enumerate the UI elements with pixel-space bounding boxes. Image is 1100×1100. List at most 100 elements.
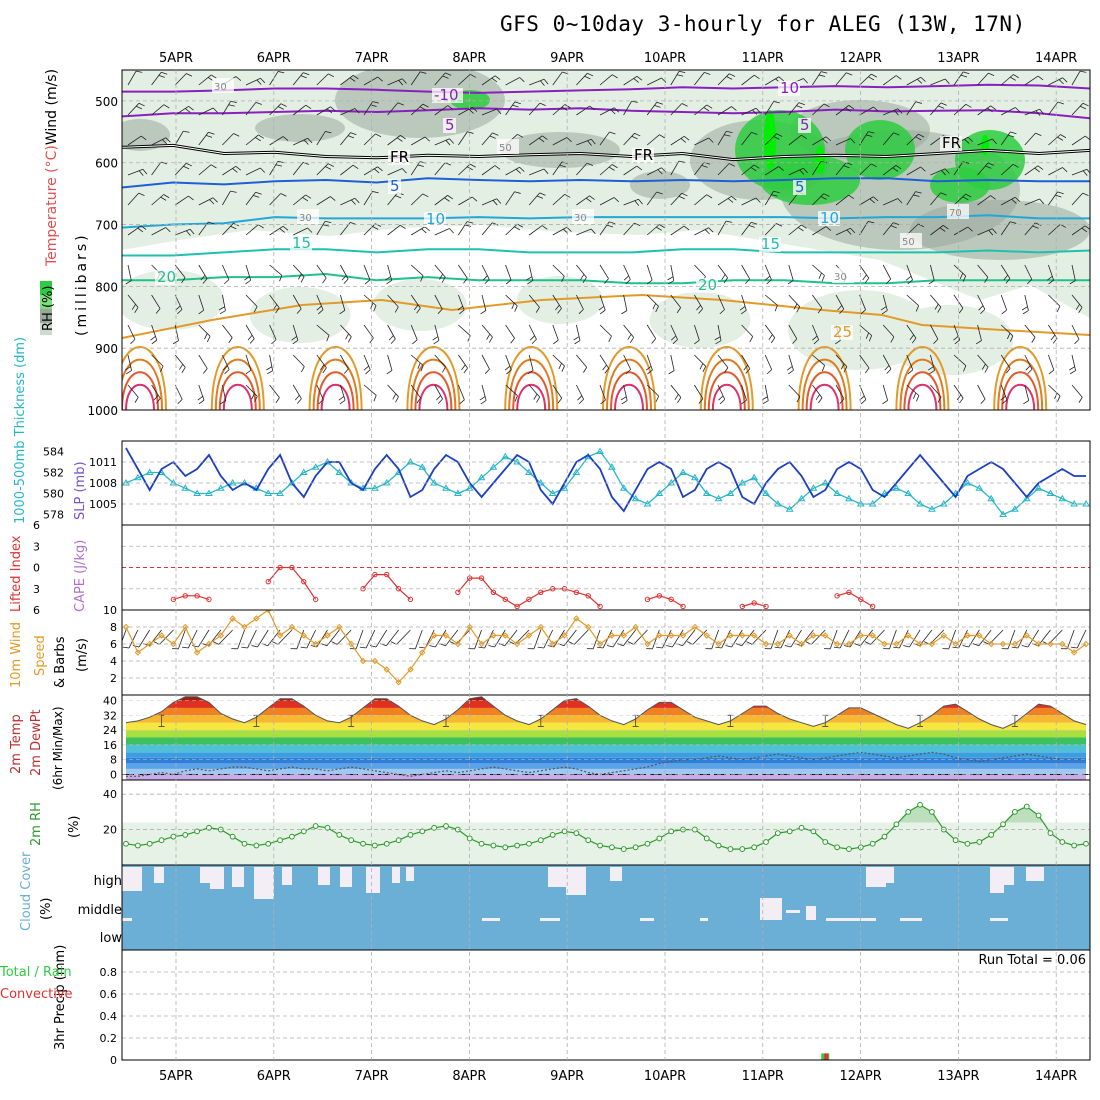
wind-barb bbox=[788, 354, 794, 371]
wind-barb bbox=[859, 354, 870, 369]
wind-barb bbox=[292, 104, 307, 116]
low-temp-contour bbox=[214, 358, 261, 410]
wind-barb bbox=[670, 160, 680, 176]
contour-label: 50 bbox=[499, 143, 512, 154]
wind-barb bbox=[1000, 131, 1011, 146]
wind-barb-feather bbox=[1001, 309, 1007, 315]
wind-barb bbox=[770, 629, 779, 649]
wind-barb-feather bbox=[890, 336, 895, 343]
wind-barb-feather bbox=[1056, 305, 1061, 312]
wind-barb-feather bbox=[677, 397, 682, 403]
wind-barb-feather bbox=[1010, 221, 1017, 224]
wind-barb bbox=[906, 354, 914, 370]
wind-barb bbox=[599, 131, 610, 146]
wind-barb-feather bbox=[823, 103, 830, 108]
wind-barb-feather bbox=[277, 71, 285, 74]
wind-barb bbox=[1000, 264, 1011, 279]
thickness-point bbox=[181, 484, 190, 491]
wind-barb bbox=[906, 264, 913, 281]
wind-barb-feather bbox=[251, 393, 255, 400]
wind-barb-feather bbox=[365, 369, 371, 375]
lifted-index-point bbox=[490, 589, 497, 595]
lifted-index-point bbox=[526, 596, 532, 603]
wind-barb-feather bbox=[952, 646, 959, 649]
wind-barb bbox=[1024, 294, 1029, 311]
lifted-index-point bbox=[312, 596, 319, 603]
wind-barb-feather bbox=[373, 305, 377, 312]
temp-band bbox=[126, 737, 1086, 745]
wind-barb-feather bbox=[681, 192, 688, 197]
date-label-bottom: 12APR bbox=[839, 1069, 881, 1084]
wind-barb bbox=[599, 264, 609, 279]
wind-barb-feather bbox=[519, 166, 525, 172]
wind-barb-feather bbox=[724, 134, 731, 137]
wind-barb-feather bbox=[656, 646, 663, 649]
wind-barb bbox=[909, 629, 921, 648]
precip-bar-convective bbox=[824, 1053, 829, 1060]
wind-barb bbox=[458, 294, 465, 311]
wind-barb-feather bbox=[211, 74, 217, 79]
wind-barb-feather bbox=[773, 190, 780, 194]
wind-barb bbox=[316, 106, 331, 116]
wind-barb-feather bbox=[940, 102, 947, 106]
wind-barb-feather bbox=[929, 370, 935, 375]
wind-barb-feather bbox=[364, 279, 371, 285]
wind-barb-feather bbox=[846, 229, 852, 235]
wind-barb-feather bbox=[801, 134, 807, 139]
wind-barb-feather bbox=[668, 280, 675, 285]
wind-barb bbox=[505, 101, 516, 116]
wind-barb-feather bbox=[445, 72, 452, 76]
wind-barb bbox=[599, 294, 606, 311]
wind-barb-feather bbox=[298, 273, 302, 280]
wind-barb-feather bbox=[177, 309, 183, 315]
wind-barb-feather bbox=[138, 102, 145, 107]
wind-barb-feather bbox=[714, 336, 721, 341]
wind-barb bbox=[159, 629, 174, 645]
wind-barb-feather bbox=[266, 366, 273, 371]
thickness-point bbox=[726, 489, 735, 496]
low-temp-contour bbox=[699, 346, 754, 410]
contour-label: 10 bbox=[426, 210, 445, 228]
wind-barb bbox=[245, 134, 259, 146]
thickness-point bbox=[525, 468, 533, 475]
thickness-point bbox=[975, 484, 984, 491]
thickness-point bbox=[608, 463, 616, 470]
date-label-top: 10APR bbox=[644, 51, 686, 66]
wind-barb bbox=[269, 136, 284, 146]
temp-band bbox=[126, 722, 1086, 731]
wind-barb-feather bbox=[578, 309, 584, 315]
wind-barb-feather bbox=[839, 398, 845, 404]
cloud-clear-high bbox=[406, 867, 414, 881]
wind-barb-feather bbox=[598, 306, 605, 311]
wind-barb-feather bbox=[915, 191, 922, 194]
wind-barb bbox=[355, 629, 364, 649]
wind-barb bbox=[839, 629, 850, 649]
wind-barb-feather bbox=[561, 275, 565, 282]
wind-barb-feather bbox=[728, 163, 735, 167]
wind-barb-feather bbox=[609, 131, 616, 135]
isotherm-line bbox=[122, 293, 1090, 339]
cloud-clear-middle bbox=[900, 918, 922, 921]
thickness-point bbox=[785, 505, 794, 512]
wind-barb bbox=[198, 107, 214, 116]
wind-barb-feather bbox=[444, 197, 450, 202]
wind-barb-feather bbox=[656, 101, 663, 105]
wind-barb bbox=[1000, 74, 1014, 86]
wind-barb bbox=[812, 103, 825, 116]
wind-barb bbox=[906, 384, 920, 396]
wind-barb-feather bbox=[740, 309, 747, 315]
wind-barb-feather bbox=[397, 102, 404, 106]
wind-barb-feather bbox=[751, 132, 758, 135]
wind-barb bbox=[151, 161, 162, 176]
rh-point bbox=[289, 833, 295, 840]
wind-barb bbox=[764, 264, 772, 280]
wind-barb-feather bbox=[938, 105, 945, 109]
wind-barb-feather bbox=[694, 339, 700, 345]
rh-point bbox=[810, 828, 817, 835]
low-temp-contour bbox=[614, 383, 644, 410]
wind-barb bbox=[717, 131, 727, 146]
low-temp-contour bbox=[316, 371, 355, 410]
wind-barb bbox=[623, 354, 631, 370]
wind-barb bbox=[458, 221, 468, 236]
wind-barb-feather bbox=[1001, 399, 1008, 405]
